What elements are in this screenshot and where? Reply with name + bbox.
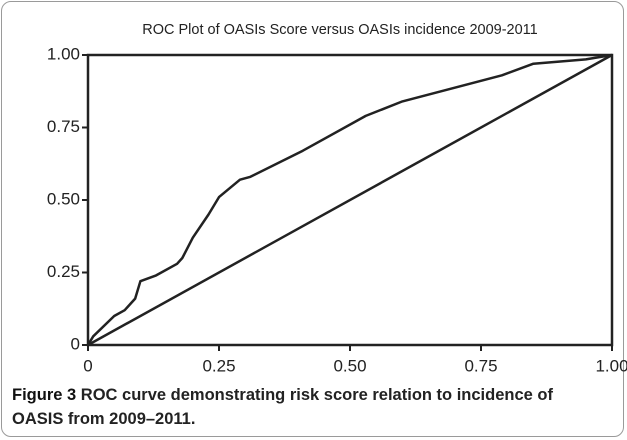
chart-title: ROC Plot of OASIs Score versus OASIs inc…: [142, 22, 537, 38]
caption: Figure 3 ROC curve demonstrating risk sc…: [12, 383, 602, 431]
roc-line: [87, 53, 613, 347]
x-tick-label: 0.25: [202, 356, 235, 375]
x-tick-label: 1.00: [595, 356, 627, 375]
roc-line: [86, 53, 613, 346]
caption-text: ROC curve demonstrating risk score relat…: [12, 386, 553, 428]
caption-label: Figure 3: [12, 386, 77, 404]
y-tick-label: 0.50: [47, 189, 80, 208]
x-tick-label: 0.50: [333, 356, 366, 375]
y-tick-label: 0: [71, 334, 80, 353]
y-tick-label: 0.25: [47, 262, 80, 281]
y-tick-label: 1.00: [47, 44, 80, 63]
x-tick-label: 0: [83, 356, 92, 375]
x-tick-label: 0.75: [464, 356, 497, 375]
y-tick-label: 0.75: [47, 117, 80, 136]
